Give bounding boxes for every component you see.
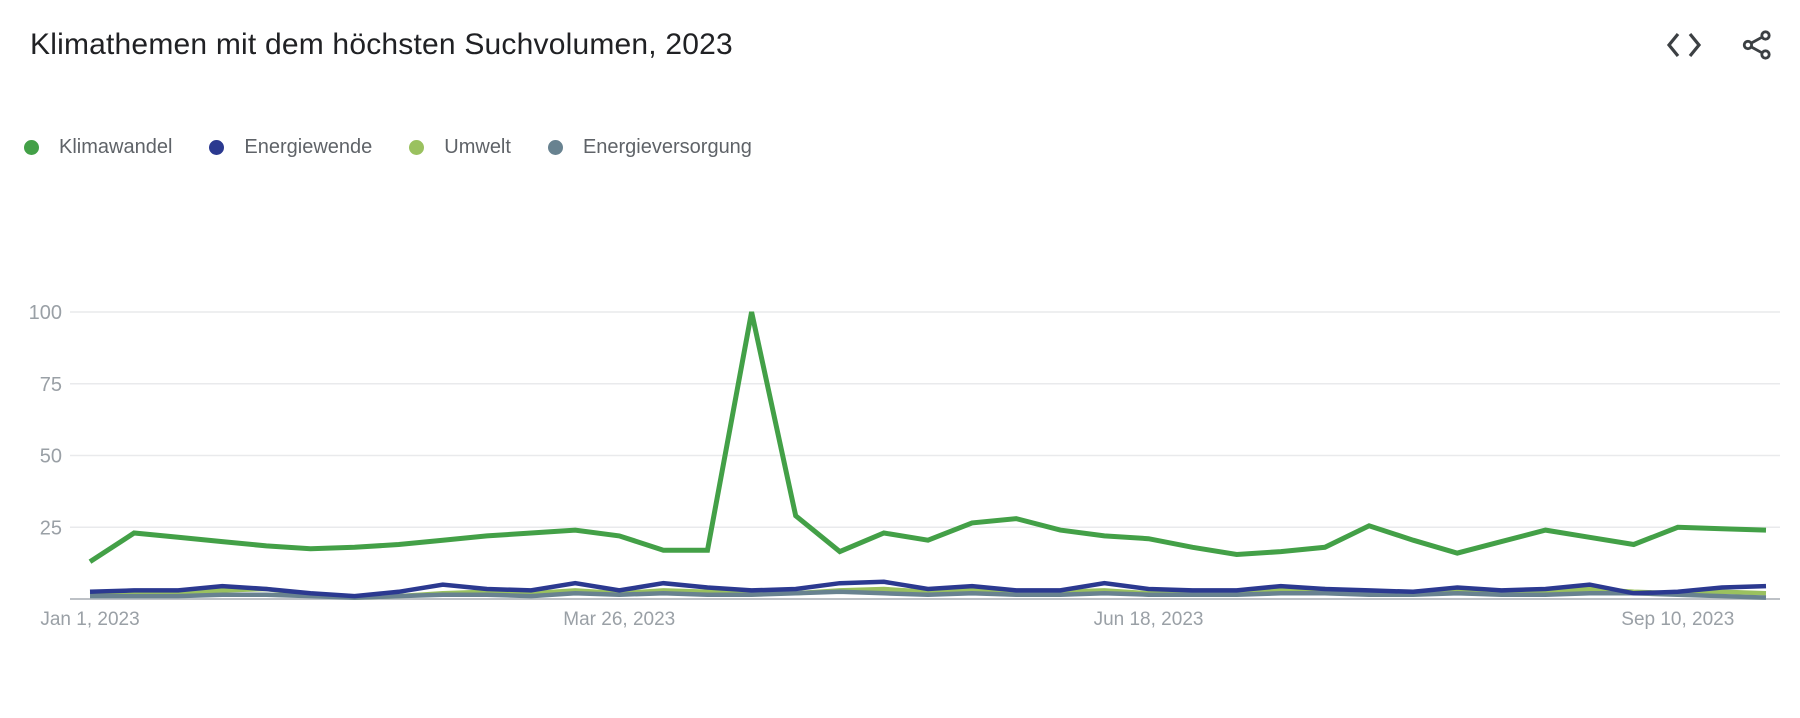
share-icon-glyph bbox=[1742, 30, 1771, 60]
legend-item-energieversorgung: Energieversorgung bbox=[547, 136, 752, 159]
legend-label: Umwelt bbox=[444, 136, 511, 158]
series-line-energieversorgung bbox=[90, 589, 1767, 600]
x-axis-tick: Jan 1, 2023 bbox=[40, 609, 139, 630]
share-icon[interactable] bbox=[1740, 28, 1774, 62]
y-axis-tick-50: 50 bbox=[40, 446, 62, 468]
series-line-energiewende bbox=[89, 579, 1767, 599]
legend-dot-energieversorgung bbox=[547, 140, 563, 155]
legend-label: Klimawandel bbox=[59, 136, 173, 158]
legend-item-klimawandel: Klimawandel bbox=[24, 136, 172, 159]
legend-dot-umwelt bbox=[409, 140, 425, 155]
header-actions bbox=[1664, 28, 1774, 62]
x-axis-tick: Mar 26, 2023 bbox=[563, 609, 675, 630]
legend-item-energiewende: Energiewende bbox=[209, 136, 372, 159]
x-axis-tick: Jun 18, 2023 bbox=[1094, 609, 1204, 630]
legend-item-umwelt: Umwelt bbox=[409, 136, 511, 159]
legend-dot-energiewende bbox=[209, 140, 225, 155]
y-axis-tick-100: 100 bbox=[29, 302, 62, 324]
series-line-klimawandel bbox=[88, 311, 1767, 564]
y-axis-tick-75: 75 bbox=[40, 374, 62, 396]
legend-label: Energiewende bbox=[244, 136, 373, 158]
legend-label: Energieversorgung bbox=[582, 136, 752, 158]
legend-dot-klimawandel bbox=[24, 140, 39, 155]
embed-code-icon[interactable] bbox=[1664, 30, 1704, 60]
page-title: Klimathemen mit dem höchsten Suchvolumen… bbox=[30, 28, 733, 61]
x-axis-tick: Sep 10, 2023 bbox=[1621, 609, 1734, 630]
chart-legend: Klimawandel Energiewende Umwelt Energiev… bbox=[24, 136, 752, 159]
trend-line-chart[interactable]: 25 50 75 100 Jan 1, 2023 Mar 26, 2023 Jun 18, … bbox=[0, 240, 1800, 660]
embed-code-icon-glyph bbox=[1666, 32, 1702, 58]
y-axis-tick-25: 25 bbox=[40, 517, 62, 539]
